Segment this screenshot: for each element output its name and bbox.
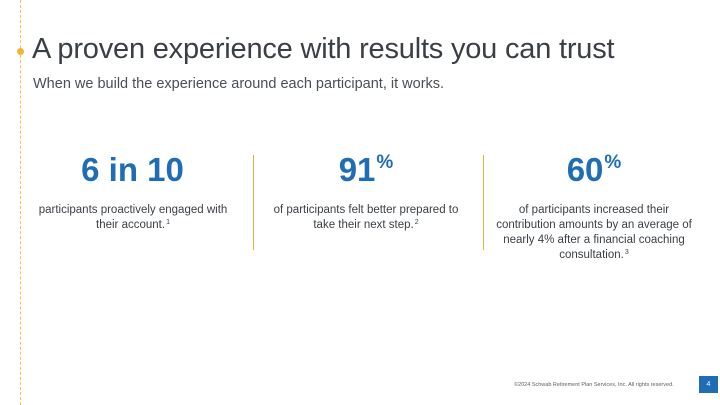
footnote-marker: 2 <box>414 219 419 226</box>
stat-description: of participants felt better prepared to … <box>273 204 459 231</box>
guide-line <box>20 0 21 405</box>
column-divider <box>483 155 484 250</box>
stat-prepared: 91% of participants felt better prepared… <box>266 150 466 234</box>
stat-value: 91% <box>338 151 394 188</box>
slide-subtitle: When we build the experience around each… <box>33 76 445 92</box>
stat-value: 60% <box>566 151 622 188</box>
stat-description: participants proactively engaged with th… <box>38 204 228 231</box>
slide-title: A proven experience with results you can… <box>32 33 615 65</box>
stat-value: 6 in 10 <box>81 151 184 188</box>
stat-description: of participants increased their contribu… <box>496 204 692 261</box>
stat-engaged: 6 in 10 participants proactively engaged… <box>33 150 233 234</box>
guide-dot <box>17 48 24 55</box>
stat-contribution: 60% of participants increased their cont… <box>494 150 694 264</box>
footnote-marker: 1 <box>166 219 170 226</box>
footnote-marker: 3 <box>624 249 629 256</box>
page-number: 4 <box>699 376 718 393</box>
copyright-footer: ©2024 Schwab Retirement Plan Services, I… <box>514 382 674 388</box>
column-divider <box>253 155 254 250</box>
